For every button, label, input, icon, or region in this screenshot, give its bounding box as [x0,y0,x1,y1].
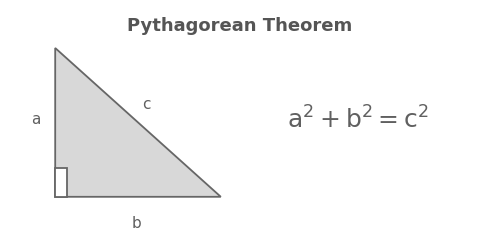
Text: Pythagorean Theorem: Pythagorean Theorem [127,17,353,35]
Text: a: a [31,113,41,127]
Text: b: b [132,216,142,231]
Polygon shape [55,168,67,197]
Polygon shape [55,48,221,197]
Text: c: c [142,97,151,112]
Text: $\mathsf{a^2 + b^2 = c^2}$: $\mathsf{a^2 + b^2 = c^2}$ [287,106,429,134]
